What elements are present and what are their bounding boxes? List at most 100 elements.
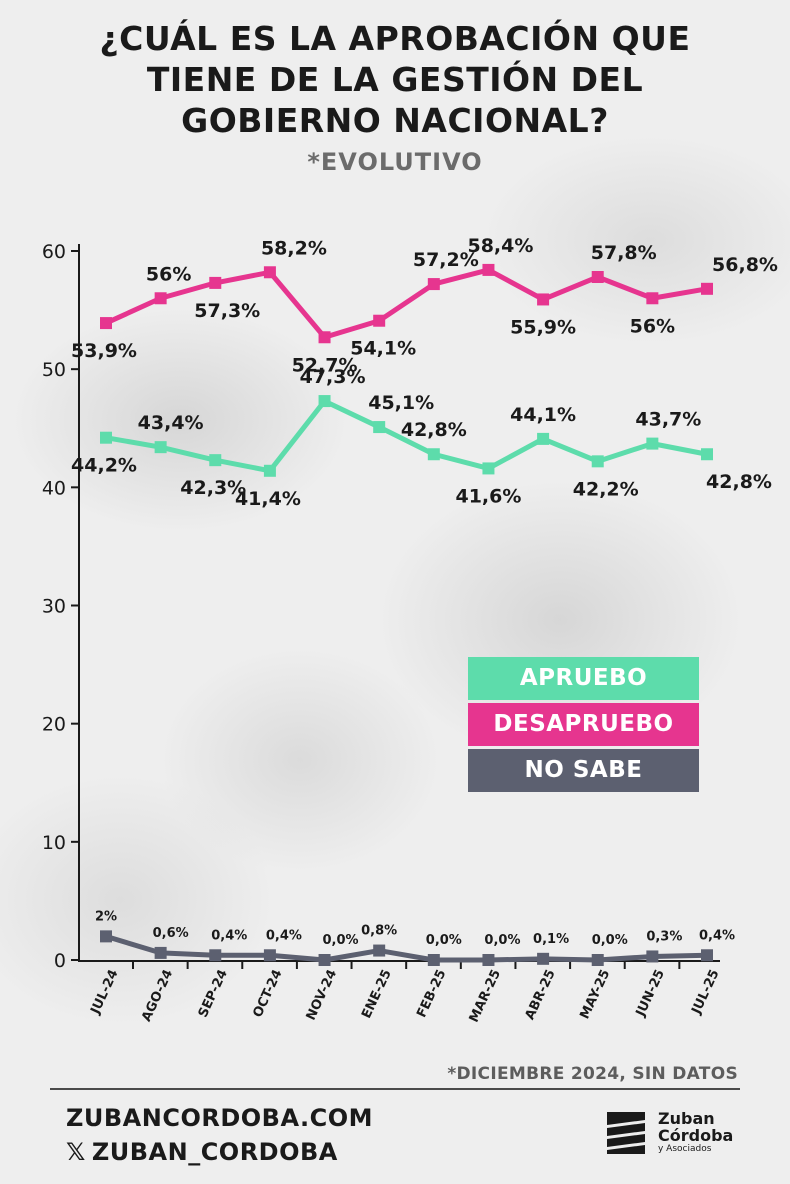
legend-item-no-sabe: NO SABE	[468, 749, 699, 792]
data-point-desapruebo	[701, 282, 713, 295]
legend-item-apruebo: APRUEBO	[468, 657, 699, 700]
data-point-desapruebo	[154, 292, 167, 305]
data-point-apruebo	[646, 437, 659, 450]
data-label-apruebo: 43,4%	[138, 412, 204, 434]
series-line-apruebo	[105, 398, 708, 474]
data-point-apruebo	[701, 448, 713, 461]
data-label-apruebo: 45,1%	[368, 392, 434, 414]
data-point-apruebo	[591, 455, 604, 468]
data-label-apruebo: 42,2%	[573, 478, 639, 500]
data-point-no-sabe	[591, 954, 604, 966]
data-label-no-sabe: 0,0%	[323, 933, 359, 948]
data-point-no-sabe	[154, 946, 167, 959]
data-label-no-sabe: 0,4%	[266, 928, 302, 943]
data-point-no-sabe	[318, 954, 331, 966]
data-point-desapruebo	[373, 314, 386, 327]
data-point-desapruebo	[591, 270, 604, 283]
title-line-2: TIENE DE LA GESTIÓN DEL	[146, 60, 644, 99]
line-chart: 0 10 20 30 40 50 60 JUL-24 AGO-24 SEP-24 OCT-24 NOV…	[42, 235, 778, 1025]
website-link[interactable]: ZUBANCORDOBA.COM	[66, 1104, 373, 1132]
data-label-apruebo: 42,3%	[180, 477, 246, 499]
data-label-no-sabe: 0,4%	[211, 928, 247, 943]
data-point-no-sabe	[537, 952, 550, 965]
title-line-3: GOBIERNO NACIONAL?	[181, 101, 609, 140]
data-point-no-sabe	[482, 954, 495, 966]
data-label-no-sabe: 2%	[95, 909, 117, 924]
y-tick-label: 20	[42, 714, 66, 736]
data-point-desapruebo	[646, 292, 659, 305]
x-tick-label: ENE-25	[359, 967, 395, 1021]
x-tick-label: JUL-24	[88, 967, 122, 1017]
data-label-desapruebo: 56,8%	[712, 254, 778, 276]
brand-logo: Zuban Córdoba y Asociados	[605, 1108, 735, 1162]
data-label-apruebo: 41,6%	[455, 485, 521, 507]
data-label-desapruebo: 57,8%	[591, 242, 657, 264]
logo-line-3: y Asociados	[658, 1144, 712, 1154]
chart-title: ¿CUÁL ES LA APROBACIÓN QUE TIENE DE LA G…	[0, 18, 790, 141]
x-logo-icon: 𝕏	[66, 1138, 86, 1166]
data-point-apruebo	[427, 448, 440, 461]
data-point-no-sabe	[427, 954, 440, 966]
data-label-no-sabe: 0,0%	[426, 933, 462, 948]
chart-subtitle: *EVOLUTIVO	[307, 148, 483, 176]
data-label-desapruebo: 53,9%	[71, 340, 137, 362]
chart-legend: APRUEBO DESAPRUEBO NO SABE	[468, 657, 699, 795]
data-point-desapruebo	[318, 331, 331, 344]
data-label-desapruebo: 56%	[630, 315, 675, 337]
data-label-no-sabe: 0,4%	[699, 928, 735, 943]
data-label-apruebo: 44,1%	[510, 404, 576, 426]
zuban-cordoba-stripes-logo	[607, 1112, 645, 1154]
data-label-no-sabe: 0,8%	[361, 924, 397, 939]
social-handle[interactable]: 𝕏 ZUBAN_CORDOBA	[66, 1138, 338, 1166]
data-point-desapruebo	[537, 293, 550, 306]
logo-line-2: Córdoba	[658, 1126, 734, 1145]
footer-divider	[50, 1088, 740, 1090]
y-tick-label: 30	[42, 596, 66, 618]
data-label-desapruebo: 55,9%	[510, 316, 576, 338]
data-label-apruebo: 42,8%	[706, 471, 772, 493]
data-point-apruebo	[154, 441, 167, 454]
data-point-apruebo	[373, 421, 386, 434]
data-point-apruebo	[209, 454, 222, 467]
legend-item-desapruebo: DESAPRUEBO	[468, 703, 699, 746]
x-tick-label: SEP-24	[196, 967, 231, 1020]
data-point-apruebo	[537, 432, 550, 445]
series-line-no-sabe	[105, 933, 708, 963]
chart-series	[100, 263, 713, 966]
title-line-1: ¿CUÁL ES LA APROBACIÓN QUE	[99, 19, 691, 58]
y-tick-label: 50	[42, 359, 66, 381]
data-point-desapruebo	[209, 276, 222, 289]
logo-line-1: Zuban	[658, 1109, 715, 1128]
data-label-apruebo: 41,4%	[235, 488, 301, 510]
x-tick-label: FEB-25	[414, 967, 449, 1020]
social-handle-text: ZUBAN_CORDOBA	[91, 1138, 338, 1166]
data-point-desapruebo	[427, 278, 440, 291]
data-label-apruebo: 42,8%	[401, 419, 467, 441]
data-label-no-sabe: 0,1%	[533, 932, 569, 947]
data-label-no-sabe: 0,0%	[484, 933, 520, 948]
x-tick-label: JUL-25	[689, 967, 723, 1017]
data-point-apruebo	[100, 431, 112, 444]
y-tick-label: 10	[42, 832, 66, 854]
x-tick-label: NOV-24	[304, 967, 340, 1022]
y-tick-label: 0	[54, 950, 66, 972]
data-label-no-sabe: 0,6%	[153, 926, 189, 941]
footnote: *DICIEMBRE 2024, SIN DATOS	[447, 1064, 738, 1084]
data-point-desapruebo	[482, 263, 495, 276]
data-point-no-sabe	[209, 949, 222, 962]
x-tick-label: ABR-25	[523, 967, 559, 1022]
data-label-apruebo: 47,3%	[300, 366, 366, 388]
data-label-desapruebo: 52,7%	[292, 354, 358, 376]
data-label-apruebo: 44,2%	[71, 455, 137, 477]
data-label-desapruebo: 57,2%	[413, 249, 479, 271]
data-label-desapruebo: 54,1%	[350, 338, 416, 360]
data-point-no-sabe	[646, 950, 659, 963]
data-label-desapruebo: 58,2%	[261, 237, 327, 259]
data-point-no-sabe	[100, 930, 112, 943]
y-tick-label: 60	[42, 241, 66, 263]
data-point-apruebo	[318, 395, 331, 408]
data-point-no-sabe	[701, 949, 713, 962]
data-point-apruebo	[263, 464, 276, 477]
data-label-apruebo: 43,7%	[635, 409, 701, 431]
series-line-desapruebo	[104, 267, 708, 340]
